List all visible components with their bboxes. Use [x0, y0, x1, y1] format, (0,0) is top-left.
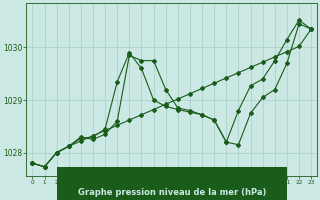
X-axis label: Graphe pression niveau de la mer (hPa): Graphe pression niveau de la mer (hPa): [77, 188, 266, 197]
